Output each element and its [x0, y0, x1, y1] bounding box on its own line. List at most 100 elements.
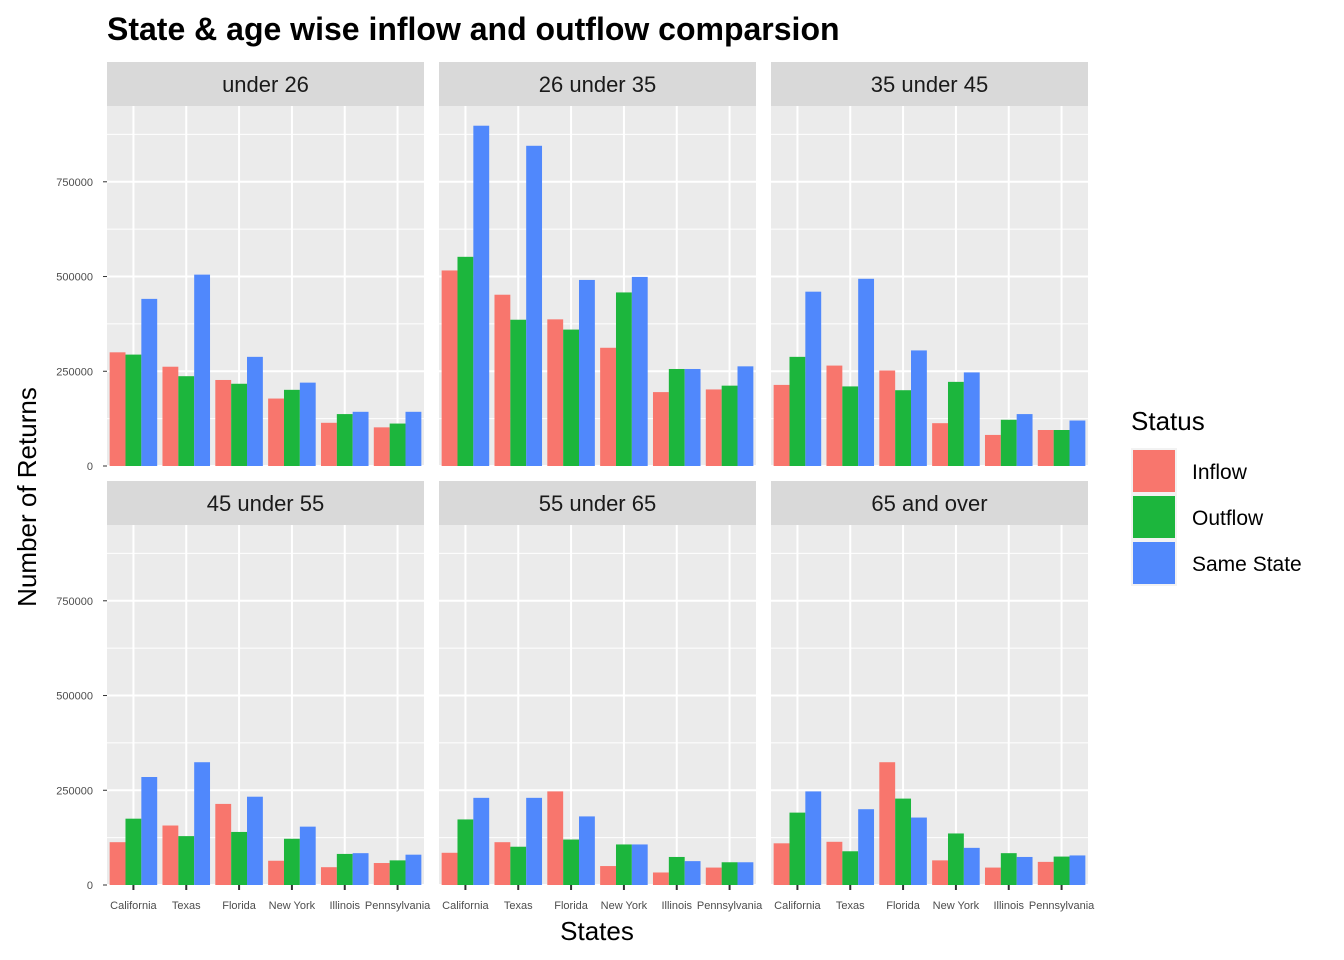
- bar-outflow: [947, 381, 964, 466]
- x-axis-title: States: [560, 916, 634, 946]
- facet-label: 45 under 55: [207, 491, 324, 516]
- y-tick-label: 0: [87, 461, 93, 473]
- bar-inflow: [373, 863, 390, 885]
- bar-inflow: [773, 384, 790, 466]
- bar-same-state: [473, 125, 490, 467]
- bar-same-state: [473, 797, 490, 885]
- facet-label: 35 under 45: [871, 72, 988, 97]
- bar-outflow: [510, 846, 527, 885]
- y-tick-label: 250000: [56, 366, 93, 378]
- bar-outflow: [895, 798, 912, 885]
- bar-inflow: [162, 366, 179, 466]
- facet-panel: 35 under 45: [771, 62, 1088, 467]
- bar-outflow: [789, 812, 806, 885]
- bar-same-state: [247, 796, 263, 885]
- bar-same-state: [805, 291, 822, 466]
- bar-same-state: [141, 298, 158, 466]
- bar-outflow: [947, 833, 964, 885]
- x-tick-label: New York: [269, 900, 316, 912]
- bar-same-state: [737, 862, 754, 885]
- panel-background: [107, 106, 424, 466]
- bar-same-state: [684, 861, 701, 885]
- bar-same-state: [299, 382, 316, 466]
- bar-outflow: [563, 329, 580, 466]
- facet-label: 26 under 35: [539, 72, 656, 97]
- facet-label: 55 under 65: [539, 491, 656, 516]
- facet-panel: 65 and over California Texas Florida New Yor…: [771, 481, 1095, 912]
- panel-background: [771, 525, 1088, 885]
- x-tick-label: Florida: [554, 900, 589, 912]
- bar-inflow: [879, 370, 896, 466]
- legend-entry-label: Outflow: [1192, 507, 1264, 530]
- bar-outflow: [178, 376, 195, 466]
- bar-same-state: [194, 274, 211, 466]
- bar-same-state: [805, 791, 822, 885]
- bar-inflow: [600, 347, 616, 466]
- legend-title: Status: [1131, 406, 1205, 436]
- facet-panel: under 26 0 250000 500000 750000: [56, 62, 424, 473]
- x-tick-label: Illinois: [661, 900, 692, 912]
- bar-outflow: [125, 354, 142, 466]
- bar-outflow: [668, 856, 685, 885]
- bar-outflow: [178, 836, 195, 885]
- bar-inflow: [932, 860, 948, 885]
- bar-inflow: [373, 427, 390, 466]
- bar-inflow: [547, 791, 564, 885]
- bar-outflow: [283, 838, 300, 885]
- bar-outflow: [457, 819, 474, 885]
- bar-same-state: [858, 278, 875, 466]
- y-tick-label: 0: [87, 880, 93, 892]
- bar-inflow: [215, 379, 232, 466]
- bar-outflow: [336, 414, 353, 466]
- bar-outflow: [389, 423, 406, 466]
- x-tick-label: Florida: [222, 900, 257, 912]
- bar-outflow: [895, 390, 912, 466]
- bar-same-state: [631, 844, 648, 885]
- panel-background: [439, 106, 756, 466]
- bar-outflow: [336, 853, 353, 885]
- y-tick-label: 250000: [56, 785, 93, 797]
- bar-same-state: [247, 356, 263, 466]
- panel-background: [439, 525, 756, 885]
- bar-inflow: [984, 434, 1001, 466]
- bar-inflow: [494, 294, 511, 466]
- facet-strip: [107, 481, 424, 525]
- x-tick-label: Pennsylvania: [365, 900, 431, 912]
- bar-inflow: [826, 365, 843, 466]
- bar-outflow: [563, 839, 580, 885]
- bar-outflow: [231, 383, 248, 466]
- legend-entry-label: Inflow: [1192, 461, 1248, 484]
- bar-same-state: [579, 816, 595, 885]
- facet-strip: [107, 62, 424, 106]
- bar-inflow: [705, 867, 722, 885]
- bar-inflow: [984, 867, 1001, 885]
- bar-same-state: [526, 797, 543, 885]
- bar-inflow: [547, 319, 564, 466]
- x-tick-label: Pennsylvania: [697, 900, 763, 912]
- y-tick-label: 500000: [56, 691, 93, 703]
- bar-same-state: [299, 826, 316, 885]
- bar-inflow: [320, 422, 337, 466]
- bar-outflow: [721, 862, 738, 885]
- bar-outflow: [125, 818, 142, 885]
- bar-outflow: [1000, 419, 1017, 466]
- x-tick-label: Illinois: [993, 900, 1024, 912]
- bar-same-state: [1069, 855, 1086, 885]
- bar-inflow: [652, 392, 669, 466]
- bar-inflow: [932, 423, 948, 466]
- bar-inflow: [826, 841, 843, 885]
- bar-same-state: [526, 145, 543, 467]
- bar-same-state: [194, 762, 211, 885]
- bar-same-state: [352, 411, 369, 466]
- bar-outflow: [1000, 853, 1017, 885]
- bar-same-state: [352, 853, 369, 885]
- bar-same-state: [911, 817, 927, 885]
- bar-same-state: [579, 279, 595, 466]
- panel-background: [107, 525, 424, 885]
- bar-same-state: [684, 368, 701, 466]
- legend-key-swatch: [1133, 496, 1175, 538]
- x-tick-label: New York: [601, 900, 648, 912]
- chart-title: State & age wise inflow and outflow comp…: [107, 11, 840, 47]
- x-tick-label: California: [774, 900, 821, 912]
